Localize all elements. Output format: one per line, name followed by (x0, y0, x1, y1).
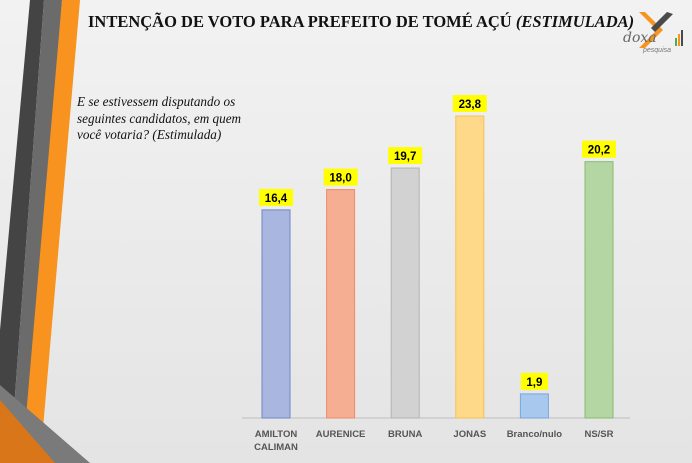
data-label: 18,0 (329, 173, 351, 185)
category-label: AMILTON (255, 429, 298, 440)
data-label: 19,7 (394, 151, 416, 163)
decor-bottom-orange (0, 400, 55, 463)
bar (326, 189, 356, 419)
data-label-background (520, 372, 548, 390)
data-label-background (582, 140, 616, 158)
category-label: BRUNA (388, 429, 422, 440)
logo-wordmark: doxa (623, 30, 657, 46)
decor-orange-stripe (18, 0, 80, 463)
data-label: 23,8 (459, 99, 482, 111)
data-label: 20,2 (588, 145, 610, 157)
page-title: INTENÇÃO DE VOTO PARA PREFEITO DE TOMÉ A… (88, 12, 634, 32)
bar (390, 167, 420, 419)
bar (584, 161, 614, 419)
decor-grey-stripe (10, 0, 62, 463)
title-italic: (ESTIMULADA) (515, 12, 635, 31)
logo-subtitle: pesquisa (643, 47, 672, 54)
data-label-background (323, 168, 358, 186)
category-label: Branco/nulo (507, 429, 563, 440)
data-label: 1,9 (526, 377, 542, 389)
doxa-logo-icon (639, 12, 683, 48)
title-main: INTENÇÃO DE VOTO PARA PREFEITO DE TOMÉ A… (88, 12, 512, 31)
survey-question: E se estivessem disputando os seguintes … (77, 94, 242, 142)
data-label-background (388, 147, 423, 165)
bar (455, 115, 485, 419)
bar (519, 393, 549, 419)
category-label: AURENICE (316, 429, 366, 440)
data-label-background (259, 188, 293, 206)
category-label: JONAS (453, 429, 486, 440)
category-label: NS/SR (584, 429, 613, 440)
category-label: CALIMAN (254, 442, 298, 453)
decor-dark-stripe (0, 0, 44, 463)
data-label-background (452, 95, 487, 112)
bar (261, 209, 291, 419)
data-label: 16,4 (265, 193, 288, 205)
